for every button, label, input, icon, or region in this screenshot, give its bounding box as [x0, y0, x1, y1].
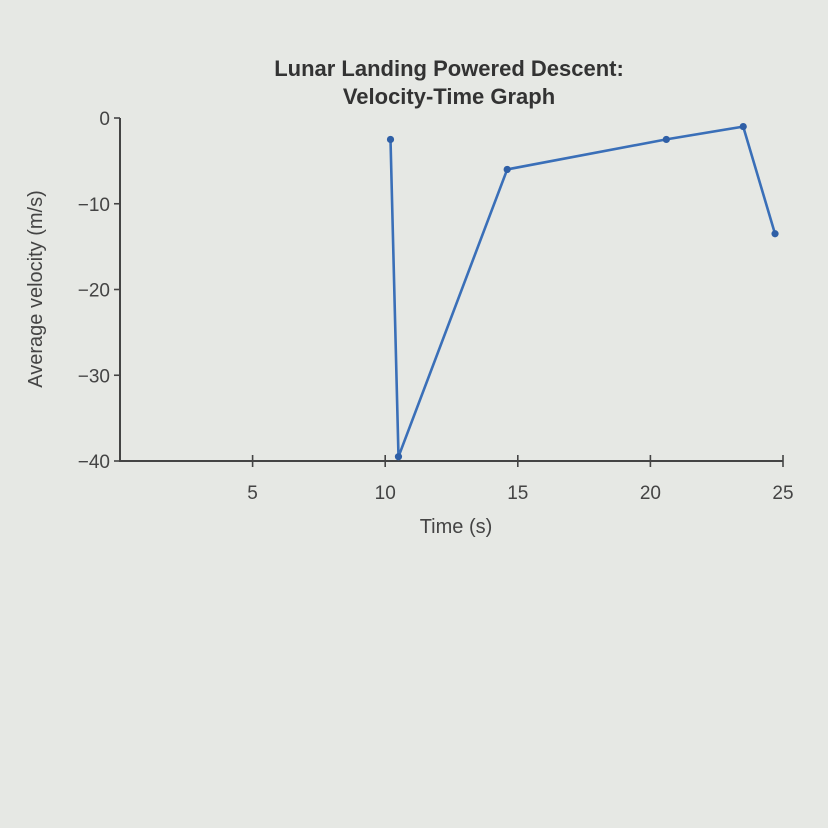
y-tick-label: 0 — [99, 109, 110, 130]
x-tick-label: 15 — [507, 483, 528, 504]
chart-title-line-1: Lunar Landing Powered Descent: — [274, 56, 624, 81]
data-point — [503, 165, 511, 174]
y-tick-label: −30 — [78, 366, 110, 387]
x-tick-label: 20 — [640, 483, 661, 504]
y-axis-label: Average velocity (m/s) — [25, 190, 47, 387]
chart-title-line-2: Velocity-Time Graph — [343, 84, 555, 109]
data-point — [386, 135, 395, 144]
x-axis-label: Time (s) — [420, 516, 493, 538]
data-point — [739, 122, 747, 131]
axes-frame — [119, 118, 783, 462]
x-axis-ticks: 5 10 15 20 25 — [247, 455, 794, 504]
series-layer — [386, 122, 779, 461]
data-point — [771, 230, 779, 238]
y-tick-label: −40 — [78, 452, 110, 473]
x-tick-label: 5 — [247, 483, 258, 504]
y-axis-ticks: 0 −10 −20 −30 −40 — [78, 109, 120, 473]
x-tick-label: 10 — [375, 483, 396, 504]
series-line — [389, 125, 777, 459]
data-point — [394, 453, 403, 461]
y-tick-label: −10 — [78, 195, 110, 216]
data-point — [662, 135, 670, 144]
x-tick-label: 25 — [772, 483, 793, 504]
y-tick-label: −20 — [78, 281, 110, 302]
